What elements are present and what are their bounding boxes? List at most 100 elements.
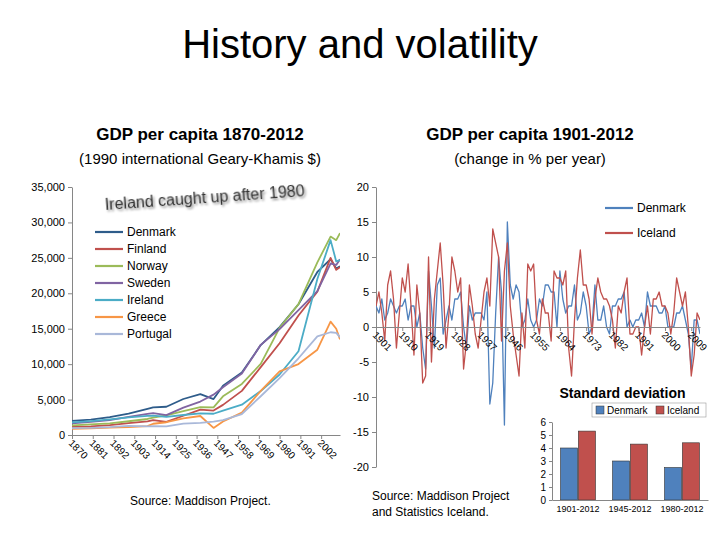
tick-label: 2	[540, 469, 546, 480]
legend-swatch	[95, 231, 123, 233]
tick: 1955	[528, 327, 552, 353]
y-axis-line	[72, 188, 73, 436]
inset-background	[530, 382, 715, 532]
tick: 1910	[397, 327, 421, 353]
x-axis: 1901191019191928193719461955196419731982…	[370, 327, 709, 353]
series-line	[72, 332, 340, 428]
series-line	[72, 259, 340, 421]
tick: 1937	[476, 327, 500, 353]
annotation: Ireland caught up after 1980	[104, 182, 305, 213]
source-note: Source: Maddison Project.	[130, 494, 271, 508]
tick-label: 1901	[370, 329, 394, 353]
tick-label: 1991	[633, 329, 657, 353]
tick: 5	[540, 430, 552, 441]
tick-mark	[549, 487, 552, 488]
tick-label: 1969	[253, 437, 277, 461]
chart: Standard deviation01234561901-20121945-2…	[530, 382, 715, 532]
bar	[578, 431, 595, 500]
tick-label: 1955	[528, 329, 552, 353]
tick-label: 15	[357, 216, 369, 228]
tick: 1936	[191, 435, 215, 461]
tick: 1914	[150, 435, 174, 461]
tick-label: -15	[353, 426, 369, 438]
tick-label: 1973	[581, 329, 605, 353]
tick: 0	[59, 429, 72, 441]
series-line	[72, 233, 340, 425]
tick: 0	[540, 495, 552, 506]
tick: 1901	[370, 327, 394, 353]
source-note: Source: Maddison Project	[372, 489, 510, 503]
tick-mark	[68, 222, 72, 223]
tick: 1892	[108, 435, 132, 461]
tick-label: 5,000	[37, 394, 65, 406]
tick: 1991	[295, 435, 319, 461]
tick: -20	[353, 461, 376, 473]
x-axis-line	[377, 327, 701, 328]
tick: 1881	[87, 435, 111, 461]
legend-swatch	[95, 333, 123, 335]
legend-swatch	[95, 299, 123, 301]
tick: 1945-2012	[608, 504, 651, 514]
tick-label: 1945-2012	[608, 504, 651, 514]
tick-mark	[549, 435, 552, 436]
legend-swatch	[95, 265, 123, 267]
tick-label: 20,000	[31, 287, 65, 299]
tick-label: 1936	[191, 437, 215, 461]
tick: 1947	[212, 435, 236, 461]
tick: 1991	[633, 327, 657, 353]
chart: GDP per capita 1870-2012(1990 internatio…	[31, 125, 340, 508]
tick: -5	[359, 356, 376, 368]
tick-label: 2000	[659, 329, 683, 353]
tick: -15	[353, 426, 376, 438]
tick-label: 2002	[316, 437, 340, 461]
bar	[630, 444, 647, 500]
legend-swatch	[596, 406, 604, 414]
tick: 2002	[316, 435, 340, 461]
tick-mark	[372, 432, 376, 433]
tick-label: 6	[540, 417, 546, 428]
series-line	[72, 259, 340, 423]
legend-swatch	[656, 406, 664, 414]
legend-label: Denmark	[127, 225, 177, 239]
x-axis: 1870188118921903191419251936194719581969…	[66, 435, 340, 461]
tick-label: 1991	[295, 437, 319, 461]
tick-mark	[372, 222, 376, 223]
tick: 1982	[607, 327, 631, 353]
y-axis: -20-15-10-505101520	[353, 181, 376, 473]
tick-mark	[372, 187, 376, 188]
tick-mark	[68, 329, 72, 330]
tick-label: 1919	[423, 329, 447, 353]
tick: 1928	[449, 327, 473, 353]
chart-subtitle: (change in % per year)	[454, 150, 606, 167]
tick-label: -10	[353, 391, 369, 403]
series-line	[72, 240, 340, 422]
legend-label: Denmark	[607, 405, 649, 416]
slide: History and volatilityGDP per capita 187…	[0, 0, 720, 540]
tick: 1973	[581, 327, 605, 353]
tick-label: 1964	[554, 329, 578, 353]
bar	[665, 468, 682, 501]
tick-label: 10,000	[31, 358, 65, 370]
plot-area	[72, 233, 340, 429]
legend-label: Finland	[127, 242, 166, 256]
tick-label: 0	[363, 321, 369, 333]
tick-label: -5	[359, 356, 369, 368]
tick-label: 1946	[502, 329, 526, 353]
tick: 1946	[502, 327, 526, 353]
tick-mark	[68, 187, 72, 188]
tick: 1	[540, 482, 552, 493]
legend-swatch	[95, 282, 123, 284]
x-axis-line	[73, 435, 341, 436]
chart-title: GDP per capita 1901-2012	[426, 125, 634, 144]
legend: DenmarkIceland	[592, 403, 706, 417]
tick-mark	[372, 327, 376, 328]
tick-label: 1928	[449, 329, 473, 353]
tick-label: 1980	[274, 437, 298, 461]
legend-label: Sweden	[127, 276, 170, 290]
tick-mark	[372, 362, 376, 363]
tick: 2	[540, 469, 552, 480]
series-line	[376, 229, 700, 383]
y-axis-line	[376, 188, 377, 468]
tick: 1958	[233, 435, 257, 461]
tick-label: 5	[540, 430, 546, 441]
